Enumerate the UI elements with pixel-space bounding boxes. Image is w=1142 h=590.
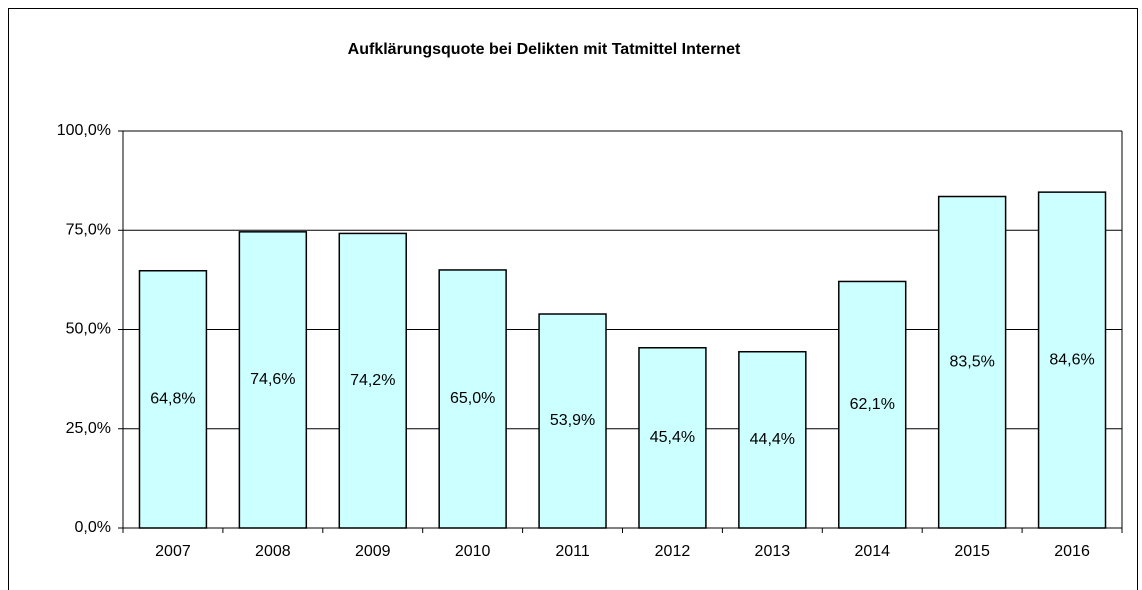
data-label: 83,5%	[949, 353, 994, 370]
bar	[138, 269, 208, 529]
data-label: 64,8%	[150, 391, 195, 408]
bar	[338, 232, 407, 529]
bar	[1037, 191, 1107, 529]
x-tick-label: 2015	[954, 543, 990, 560]
bar	[838, 280, 907, 529]
data-label: 62,1%	[850, 396, 895, 413]
chart-frame	[8, 8, 1138, 590]
bar	[238, 231, 308, 529]
x-tick-label: 2008	[255, 543, 291, 560]
y-tick-label: 25,0%	[66, 420, 111, 437]
x-tick-label: 2007	[155, 543, 191, 560]
bar	[638, 347, 707, 529]
data-label: 53,9%	[550, 412, 595, 429]
data-label: 45,4%	[650, 429, 695, 446]
x-tick-label: 2011	[555, 543, 590, 560]
data-label: 74,2%	[350, 372, 395, 389]
y-tick-label: 50,0%	[66, 321, 111, 338]
chart-title: Aufklärungsquote bei Delikten mit Tatmit…	[348, 41, 741, 58]
data-label: 44,4%	[750, 431, 795, 448]
bar	[438, 269, 507, 529]
data-label: 65,0%	[450, 390, 495, 407]
y-tick-label: 100,0%	[57, 122, 111, 139]
x-tick-label: 2016	[1054, 543, 1090, 560]
x-tick-label: 2009	[355, 543, 391, 560]
bar	[937, 195, 1007, 529]
x-tick-label: 2012	[655, 543, 691, 560]
x-tick-label: 2010	[455, 543, 491, 560]
data-label: 84,6%	[1049, 351, 1094, 368]
x-tick-label: 2013	[755, 543, 791, 560]
x-tick-label: 2014	[854, 543, 890, 560]
y-tick-label: 0,0%	[75, 519, 111, 536]
y-tick-label: 75,0%	[66, 221, 111, 238]
bar	[538, 313, 607, 529]
bar	[738, 350, 807, 529]
data-label: 74,6%	[250, 371, 295, 388]
